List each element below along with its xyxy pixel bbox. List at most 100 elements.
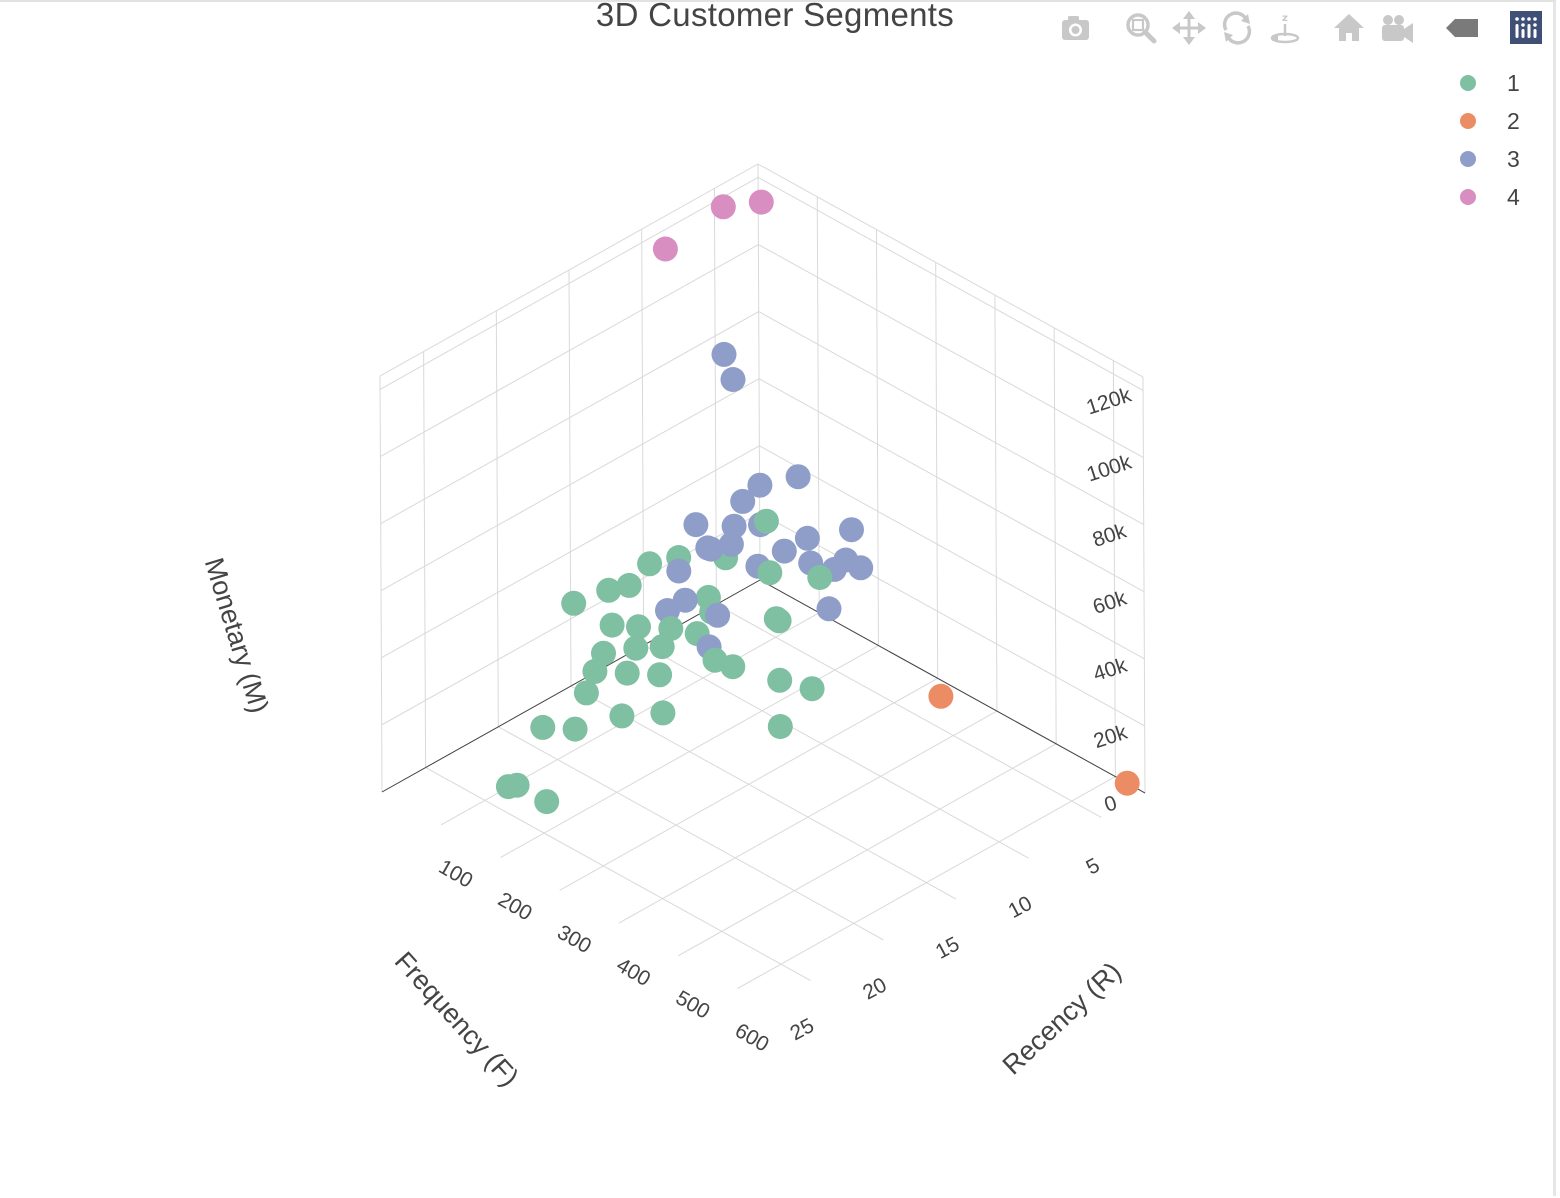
data-point-series-1[interactable] (763, 606, 789, 632)
grid-line (759, 445, 1145, 660)
legend-marker (1460, 151, 1476, 167)
data-point-series-1[interactable] (609, 703, 635, 729)
grid-line (758, 311, 1144, 526)
data-point-series-4[interactable] (710, 194, 736, 220)
data-point-series-1[interactable] (799, 676, 825, 702)
legend-label: 4 (1507, 184, 1520, 210)
zoom-icon[interactable] (1122, 10, 1160, 46)
data-point-series-2[interactable] (928, 683, 954, 709)
grid-line (716, 604, 1102, 818)
camera-icon[interactable] (1056, 10, 1094, 46)
grid-line (495, 310, 499, 727)
data-point-series-3[interactable] (666, 558, 692, 584)
data-point-series-3[interactable] (785, 464, 811, 490)
data-point-series-1[interactable] (614, 660, 640, 686)
y-tick-label: 5 (1082, 854, 1103, 880)
data-point-series-1[interactable] (623, 635, 649, 661)
data-point-series-1[interactable] (720, 654, 746, 680)
grid-line (994, 295, 998, 712)
z-tick-label: 100k (1084, 450, 1135, 486)
legend-label: 3 (1507, 146, 1520, 172)
z-tick-label: 0 (1102, 791, 1120, 816)
grid-line (758, 378, 1145, 593)
grid-line (568, 269, 572, 687)
data-point-series-1[interactable] (757, 560, 783, 586)
z-tick-label: 80k (1090, 519, 1130, 551)
last-saved-view-icon[interactable] (1378, 10, 1416, 46)
data-point-series-3[interactable] (747, 472, 773, 498)
reset-camera-icon[interactable] (1330, 10, 1368, 46)
orbit-rotation-icon[interactable] (1218, 10, 1256, 46)
legend-item-1[interactable]: 1 (1450, 64, 1540, 102)
data-point-series-3[interactable] (771, 538, 797, 564)
data-point-series-1[interactable] (562, 716, 588, 742)
grid-line (425, 767, 811, 981)
plotly-logo-icon[interactable] (1506, 10, 1544, 46)
data-point-series-4[interactable] (748, 189, 774, 215)
legend-item-4[interactable]: 4 (1450, 178, 1540, 216)
data-point-series-3[interactable] (711, 341, 737, 367)
z-tick-label: 120k (1084, 383, 1135, 419)
data-point-series-1[interactable] (807, 565, 833, 590)
x-axis-title: Recency (R) (997, 956, 1127, 1080)
grid-line (570, 685, 957, 900)
data-point-series-3[interactable] (698, 536, 724, 562)
y-axis-title: Frequency (F) (389, 946, 525, 1092)
data-point-series-1[interactable] (637, 551, 663, 577)
data-point-series-3[interactable] (718, 531, 744, 557)
grid-line (757, 163, 761, 581)
grid-line (379, 163, 759, 377)
grid-line (641, 229, 645, 646)
grid-line (643, 644, 1029, 859)
legend-item-2[interactable]: 2 (1450, 102, 1540, 140)
data-point-series-3[interactable] (730, 488, 756, 514)
data-point-series-3[interactable] (672, 587, 698, 613)
z-axis-title: Monetary (M) (199, 554, 275, 716)
data-point-series-1[interactable] (534, 789, 560, 815)
data-point-series-1[interactable] (767, 714, 793, 739)
hover-spike-icon[interactable] (1444, 10, 1482, 46)
data-point-series-1[interactable] (626, 614, 651, 640)
data-point-series-1[interactable] (647, 662, 673, 688)
data-point-series-1[interactable] (753, 508, 779, 534)
turntable-rotation-icon[interactable]: z (1266, 10, 1304, 46)
data-point-series-3[interactable] (705, 602, 731, 628)
data-point-series-1[interactable] (561, 590, 587, 616)
legend: 1 2 3 4 (1450, 64, 1540, 216)
legend-marker (1460, 75, 1476, 91)
data-point-series-1[interactable] (596, 577, 622, 603)
data-point-series-1[interactable] (599, 612, 625, 638)
grid-line (379, 375, 383, 793)
data-point-series-1[interactable] (616, 572, 642, 598)
data-point-series-3[interactable] (683, 512, 709, 538)
pan-icon[interactable] (1170, 10, 1208, 46)
chart-title: 3D Customer Segments (595, 0, 955, 33)
data-point-series-3[interactable] (839, 517, 864, 543)
y-tick-label: 25 (786, 1014, 817, 1045)
data-point-series-1[interactable] (767, 667, 793, 693)
data-point-series-1[interactable] (530, 714, 556, 740)
data-point-series-3[interactable] (720, 367, 746, 392)
grid-line (757, 176, 1144, 391)
data-point-series-1[interactable] (573, 680, 599, 706)
grid-line (380, 378, 760, 592)
y-axis-line (381, 579, 761, 793)
x-tick-label: 600 (731, 1019, 773, 1056)
data-point-series-3[interactable] (794, 525, 820, 551)
data-point-series-3[interactable] (848, 555, 874, 581)
data-point-series-1[interactable] (495, 774, 521, 800)
data-point-series-1[interactable] (649, 634, 675, 660)
grid-line (423, 351, 427, 768)
grid-line (713, 188, 717, 605)
legend-item-3[interactable]: 3 (1450, 140, 1540, 178)
data-point-series-2[interactable] (1114, 770, 1140, 796)
data-point-series-4[interactable] (652, 236, 678, 262)
data-points[interactable] (495, 189, 1140, 815)
legend-label: 1 (1507, 70, 1520, 96)
axis-lines (381, 579, 1146, 794)
data-point-series-3[interactable] (816, 596, 842, 622)
data-point-series-1[interactable] (650, 700, 676, 726)
data-point-series-1[interactable] (582, 658, 608, 684)
grid-line (498, 726, 884, 941)
